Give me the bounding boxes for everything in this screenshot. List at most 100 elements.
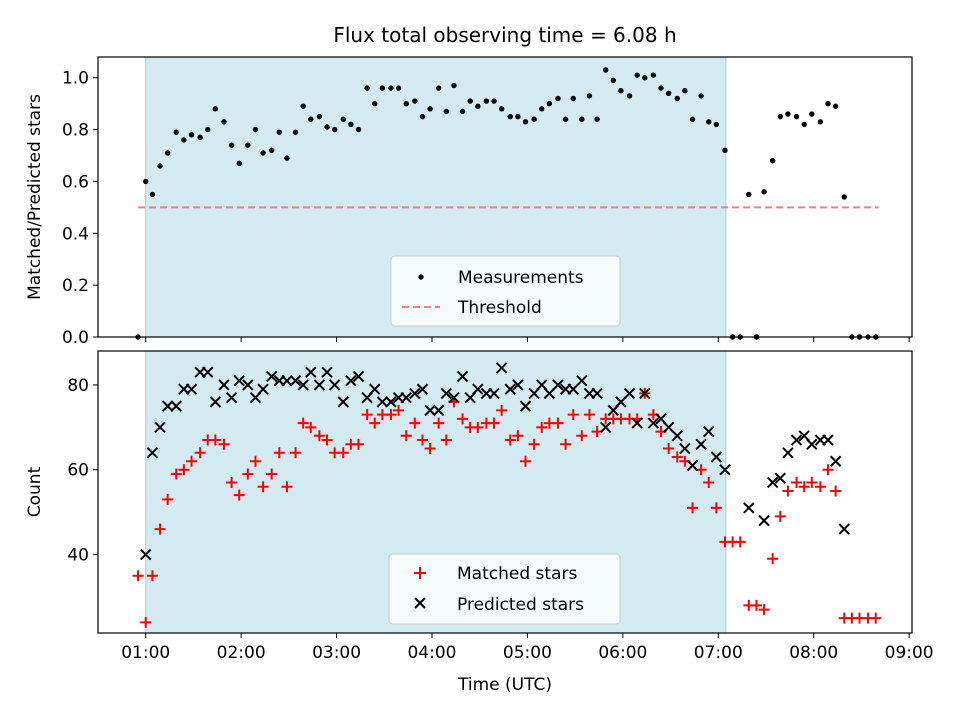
matched-stars-point: [186, 455, 198, 467]
ratio-plot-frame: [97, 56, 913, 338]
measurements-point: [212, 106, 219, 112]
matched-stars-point: [209, 434, 221, 446]
predicted-stars-point: [512, 379, 524, 391]
predicted-stars-point: [218, 379, 230, 391]
matched-stars-point: [472, 421, 484, 433]
predicted-stars-point: [567, 383, 579, 395]
measurements-point: [674, 95, 680, 102]
predicted-stars-point: [170, 400, 182, 412]
measurements-point: [722, 147, 728, 154]
measurements-point: [316, 113, 323, 120]
predicted-stars-point: [647, 417, 660, 429]
measurements-point: [706, 119, 712, 125]
measurements-point: [634, 72, 640, 78]
measurements-point: [713, 121, 720, 128]
predicted-stars-point: [313, 379, 326, 391]
predicted-stars-point: [519, 400, 532, 412]
measurements-point: [173, 129, 179, 135]
matched-stars-point: [178, 464, 190, 476]
matched-stars-point: [583, 409, 595, 421]
predicted-stars-point: [719, 464, 731, 476]
matched-stars-point: [552, 417, 564, 429]
ratio-legend: Measurements Threshold: [390, 255, 621, 327]
measurements-point: [157, 163, 163, 169]
measurements-point: [801, 121, 807, 128]
measurements-point: [427, 106, 433, 112]
predicted-stars-point: [202, 366, 214, 378]
count-plot-frame: [97, 350, 913, 634]
measurements-point: [419, 113, 426, 120]
matched-stars-point: [830, 485, 842, 497]
measurements-legend-marker: [418, 274, 424, 280]
measurements-point: [769, 158, 776, 164]
x-axis-label: Time (UTC): [457, 675, 552, 695]
measurements-point: [642, 75, 648, 81]
matched-stars-point: [536, 421, 548, 433]
predicted-stars-legend-marker: [414, 597, 426, 609]
predicted-stars-point: [838, 523, 850, 535]
matched-stars-point: [750, 599, 762, 611]
measurements-point: [228, 142, 235, 148]
x-tick-label: 01:00: [121, 643, 170, 663]
predicted-stars-point: [576, 374, 588, 387]
matched-stars-point: [305, 421, 317, 433]
predicted-stars-point: [829, 455, 842, 467]
predicted-stars-point: [774, 472, 787, 484]
matched-stars-point: [687, 502, 699, 514]
predicted-stars-point: [376, 396, 389, 408]
measurements-point: [388, 85, 394, 91]
predicted-stars-point: [703, 425, 715, 438]
predicted-stars-point: [758, 514, 770, 527]
measurements-point: [181, 137, 187, 143]
count-marks: [132, 362, 882, 628]
measurements-point: [395, 85, 402, 91]
matched-stars-legend-label: Matched stars: [457, 564, 577, 584]
matched-stars-point: [337, 447, 349, 459]
predicted-stars-point: [631, 417, 643, 429]
count-panel: 40 60 80 01:00 02:00 03:00 04:00 05:00 06:00 07:…: [25, 350, 934, 663]
measurements-point: [777, 113, 784, 120]
matched-stars-point: [361, 409, 373, 421]
predicted-stars-point: [424, 404, 436, 417]
matched-stars-point: [710, 502, 722, 514]
predicted-stars-point: [369, 383, 381, 395]
measurements-point: [658, 85, 664, 91]
predicted-stars-point: [710, 451, 723, 463]
predicted-stars-point: [146, 447, 159, 459]
predicted-stars-point: [416, 383, 429, 395]
measurements-point: [761, 189, 767, 195]
predicted-stars-point: [552, 379, 564, 391]
matched-stars-point: [281, 481, 293, 493]
matched-stars-point: [767, 553, 779, 565]
measurements-point: [188, 132, 195, 138]
matched-stars-point: [218, 438, 230, 450]
measurements-point: [292, 129, 299, 135]
measurements-point: [412, 98, 418, 104]
matched-stars-point: [313, 430, 325, 442]
count-y-axis: 40 60 80: [67, 376, 98, 566]
ratio-y-label: Matched/Predicted stars: [25, 94, 45, 300]
predicted-stars-point: [432, 404, 445, 417]
predicted-stars-point: [289, 374, 302, 387]
matched-stars-point: [671, 451, 683, 463]
matched-stars-point: [170, 468, 182, 480]
measurements-point: [403, 100, 409, 107]
matched-stars-point: [814, 481, 826, 493]
matched-stars-point: [663, 443, 675, 455]
matched-stars-point: [249, 455, 261, 467]
x-tick-label: 05:00: [503, 643, 552, 663]
y-tick-label: 0.6: [62, 172, 89, 192]
measurements-point: [809, 111, 815, 117]
matched-stars-point: [400, 430, 412, 442]
matched-stars-point: [226, 476, 238, 488]
measurements-point: [555, 95, 561, 102]
measurements-point: [562, 116, 569, 122]
measurements-point: [650, 72, 657, 78]
threshold-legend-label: Threshold: [457, 298, 542, 318]
predicted-stars-point: [599, 421, 612, 434]
measurements-point: [832, 103, 839, 109]
measurements-point: [252, 126, 259, 133]
measurements-point: [164, 150, 171, 156]
matched-stars-point: [528, 438, 540, 450]
predicted-stars-point: [161, 400, 174, 412]
